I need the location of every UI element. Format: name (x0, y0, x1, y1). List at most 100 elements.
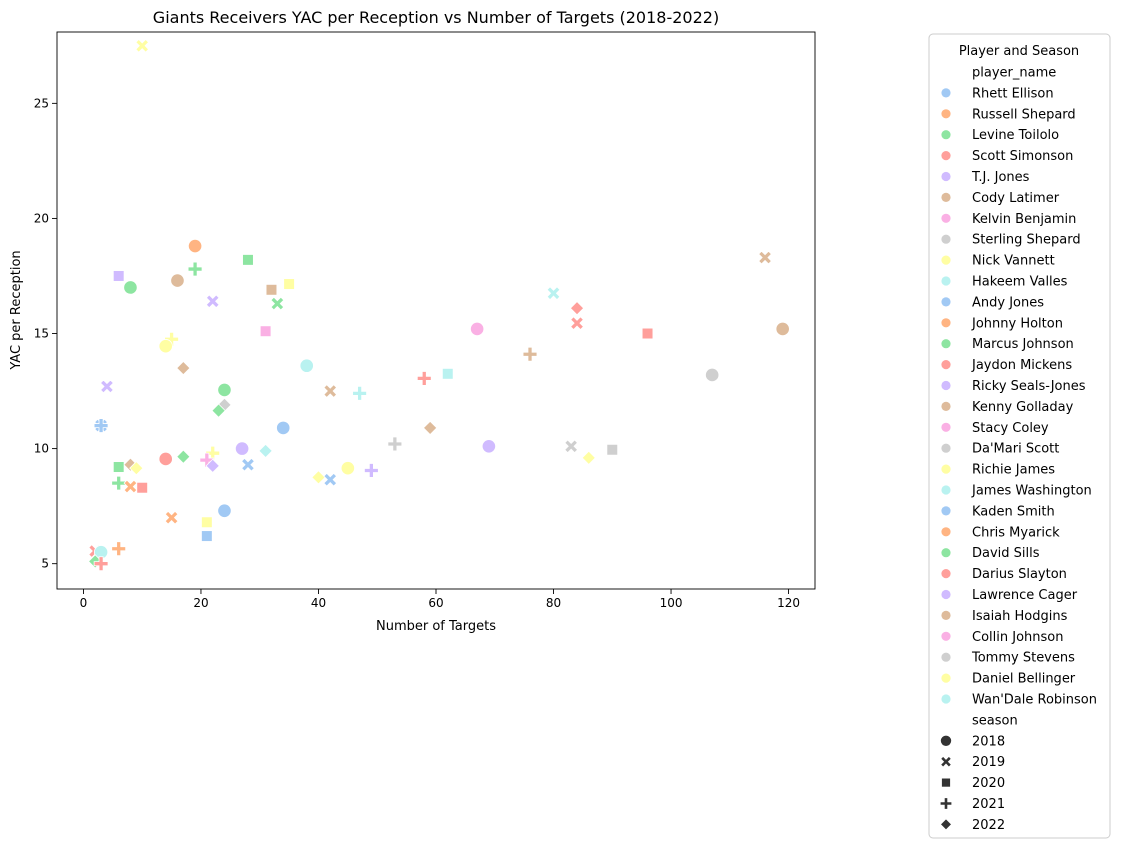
legend-marker (941, 276, 951, 286)
data-point (265, 283, 278, 296)
legend-hue-heading: player_name (972, 66, 1056, 81)
data-point (187, 238, 203, 254)
data-point (135, 38, 150, 53)
legend-marker (941, 527, 951, 537)
data-point (111, 475, 127, 491)
legend-label: David Sills (972, 546, 1040, 561)
legend-marker (941, 589, 951, 600)
legend-style-heading: season (972, 713, 1018, 728)
legend-label: Andy Jones (972, 295, 1044, 310)
legend-marker (941, 339, 951, 349)
legend-marker (941, 610, 951, 621)
data-point (641, 327, 654, 340)
legend-frame (928, 33, 1111, 839)
legend-label: Collin Johnson (972, 630, 1063, 645)
data-point (201, 530, 213, 542)
data-point (112, 461, 125, 473)
data-point (123, 280, 138, 295)
data-point (100, 379, 114, 394)
data-point (283, 278, 295, 290)
x-tick-label: 0 (80, 596, 88, 610)
data-point (112, 270, 125, 282)
legend-marker (941, 109, 951, 119)
legend-label: Tommy Stevens (971, 651, 1075, 666)
legend-marker (941, 88, 951, 98)
data-point (170, 273, 185, 288)
legend-label: Cody Latimer (972, 191, 1060, 206)
legend-marker (941, 548, 951, 558)
data-point (241, 457, 255, 472)
data-point (176, 449, 191, 464)
data-point (570, 316, 584, 331)
data-point (205, 445, 221, 461)
legend-label: Levine Toilolo (972, 128, 1059, 143)
x-axis-label: Number of Targets (376, 619, 496, 634)
data-point (522, 346, 538, 362)
legend-label: Scott Simonson (972, 149, 1073, 164)
legend-marker (941, 443, 951, 453)
legend-label: 2018 (972, 734, 1005, 749)
data-point (211, 403, 226, 418)
x-tick-label: 120 (777, 596, 800, 610)
data-point (340, 461, 355, 476)
data-point (606, 443, 619, 456)
data-point (364, 463, 379, 478)
data-point (234, 441, 250, 456)
legend-marker (941, 652, 951, 662)
data-point (323, 384, 338, 398)
legend-label: Kelvin Benjamin (972, 212, 1076, 227)
data-point (187, 261, 203, 277)
data-point (205, 294, 220, 309)
x-tick-label: 80 (546, 596, 561, 610)
data-point (352, 385, 367, 401)
legend-label: Jaydon Mickens (971, 358, 1072, 373)
legend-marker (941, 569, 951, 579)
data-point (111, 541, 127, 557)
data-point (93, 556, 109, 572)
legend-marker (941, 130, 951, 140)
data-point (441, 367, 454, 380)
legend-marker (941, 422, 951, 432)
data-point (201, 516, 213, 529)
y-tick-label: 10 (34, 442, 49, 456)
legend-marker (941, 694, 951, 704)
legend-label: Johnny Holton (971, 316, 1063, 331)
legend-marker (940, 755, 952, 768)
legend-marker (941, 506, 951, 516)
legend-marker (939, 797, 953, 810)
legend-marker (941, 673, 951, 683)
y-tick-label: 15 (34, 327, 49, 341)
data-point (136, 481, 149, 494)
legend-label: Darius Slayton (972, 567, 1067, 582)
data-point (705, 367, 720, 383)
legend-label: Chris Myarick (972, 525, 1060, 540)
data-point (564, 439, 579, 454)
legend-label: Sterling Shepard (972, 233, 1081, 248)
legend-marker (941, 151, 951, 161)
y-tick-label: 5 (41, 557, 49, 571)
y-tick-label: 20 (34, 211, 49, 225)
legend-label: 2019 (972, 755, 1005, 770)
data-point (569, 301, 585, 316)
data-point (176, 360, 191, 376)
data-point (546, 286, 561, 301)
data-point (164, 331, 179, 347)
x-tick-label: 100 (660, 596, 683, 610)
data-point (758, 250, 772, 265)
data-point (93, 418, 109, 433)
legend-label: Rhett Ellison (972, 86, 1054, 101)
x-tick-label: 40 (311, 596, 326, 610)
legend-label: Lawrence Cager (972, 588, 1078, 603)
data-point (276, 420, 291, 436)
legend-marker (941, 485, 951, 495)
legend-label: Da'Mari Scott (972, 442, 1059, 457)
y-tick-label: 25 (34, 96, 49, 110)
legend-label: 2020 (972, 776, 1005, 791)
data-point (164, 510, 179, 525)
legend-marker (940, 734, 953, 747)
legend-label: Russell Shepard (972, 107, 1076, 122)
legend-label: Marcus Johnson (972, 337, 1074, 352)
data-point (311, 470, 326, 485)
data-point (775, 321, 790, 337)
